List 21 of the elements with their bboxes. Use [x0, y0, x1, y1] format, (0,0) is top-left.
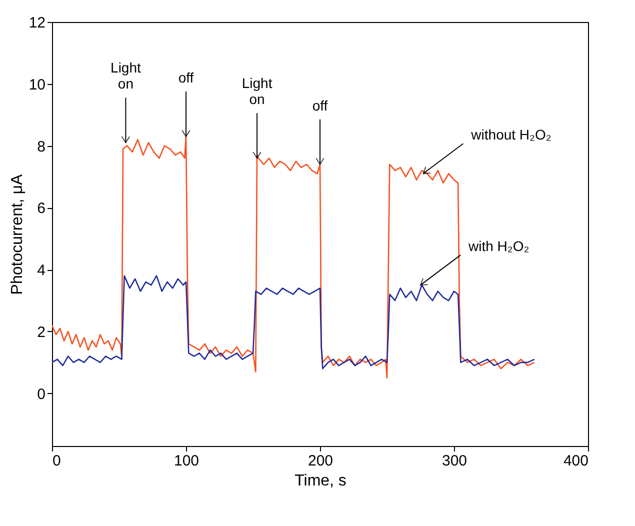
annotation: with H₂O₂: [468, 238, 530, 254]
x-tick-label: 0: [52, 452, 61, 470]
x-tick-label: 400: [563, 452, 588, 470]
y-tick-label: 12: [28, 14, 46, 32]
line-series: [52, 275, 536, 370]
y-tick-label: 10: [28, 76, 46, 94]
annotation: Light on: [110, 60, 141, 92]
y-tick-label: 4: [37, 262, 46, 280]
annotation: off: [312, 97, 328, 114]
y-tick-label: 0: [37, 386, 46, 403]
x-tick-label: 200: [308, 452, 334, 470]
x-axis-title: Time, s: [294, 472, 346, 490]
x-tick-label: 100: [174, 452, 200, 470]
y-tick-label: 6: [37, 200, 46, 218]
annotation: without H₂O₂: [470, 126, 552, 143]
y-tick-label: 2: [37, 324, 46, 341]
annotation: Light on: [242, 75, 272, 108]
x-tick-label: 300: [442, 452, 468, 470]
annotation: off: [178, 70, 194, 86]
y-axis-title: Photocurrent, μA: [8, 174, 26, 295]
y-tick-label: 8: [37, 138, 46, 156]
